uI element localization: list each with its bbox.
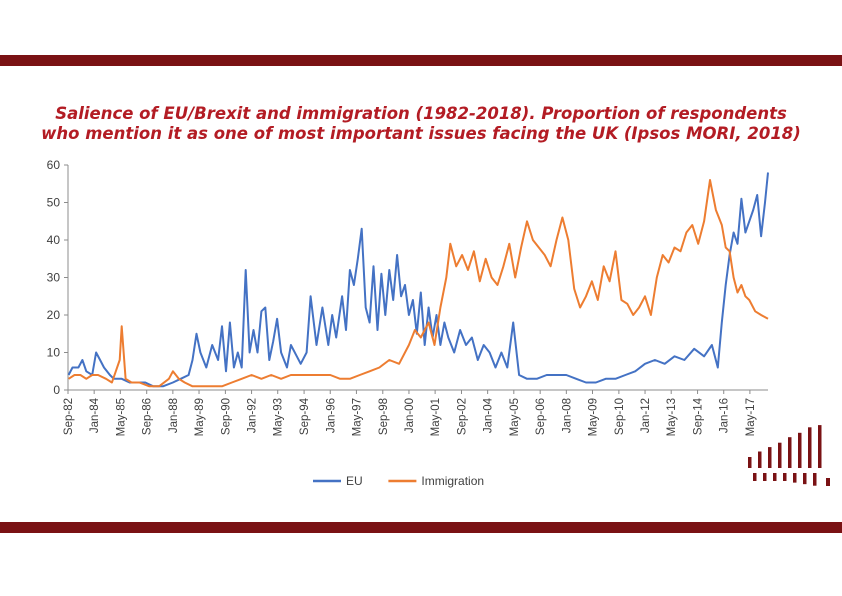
x-tick-label: May-13 xyxy=(666,398,678,436)
logo-bar xyxy=(773,473,777,481)
logo-bar xyxy=(783,473,787,481)
logo-bar xyxy=(793,473,797,483)
bottom-band xyxy=(0,522,842,533)
x-tick-label: Sep-14 xyxy=(693,397,705,435)
x-tick-label: Jan-96 xyxy=(325,398,337,433)
bar-logo-icon xyxy=(748,425,830,486)
line-chart: 0 10 20 30 40 50 60 Sep-82 Jan-84 May-85 Sep-86 Ja… xyxy=(47,158,769,488)
logo-bar xyxy=(778,442,782,468)
logo-bar xyxy=(758,451,762,468)
y-axis: 0 10 20 30 40 50 60 xyxy=(47,158,69,397)
x-tick-label: Sep-98 xyxy=(378,398,390,435)
x-tick-label: May-85 xyxy=(115,398,127,436)
logo-bar xyxy=(788,437,792,468)
x-tick-label: May-09 xyxy=(588,398,600,436)
y-tick-label: 50 xyxy=(47,196,61,210)
legend: EU Immigration xyxy=(313,474,484,488)
x-tick-label: May-05 xyxy=(509,398,521,436)
x-tick-label: Sep-94 xyxy=(299,397,311,435)
series-line-immigration xyxy=(68,179,769,388)
x-tick-label: Sep-10 xyxy=(614,398,626,435)
series-line-eu xyxy=(67,172,769,388)
x-tick-label: Sep-90 xyxy=(220,398,232,435)
x-tick-label: May-97 xyxy=(351,398,363,436)
chart-title-line-1: Salience of EU/Brexit and immigration (1… xyxy=(55,104,787,123)
logo-bar xyxy=(748,457,752,468)
logo-bar xyxy=(753,473,757,481)
x-tick-label: Jan-00 xyxy=(404,398,416,433)
logo-bar xyxy=(768,447,772,468)
x-axis: Sep-82 Jan-84 May-85 Sep-86 Jan-88 May-89 Sep-… xyxy=(63,389,768,436)
logo-bar xyxy=(818,425,822,468)
x-tick-label: May-17 xyxy=(745,398,757,436)
x-tick-label: Jan-88 xyxy=(168,398,180,433)
x-tick-label: May-89 xyxy=(194,398,206,436)
x-tick-label: Sep-82 xyxy=(63,398,75,435)
chart-title-line-2: who mention it as one of most important … xyxy=(41,124,801,143)
y-tick-label: 40 xyxy=(47,233,61,247)
x-tick-label: Sep-06 xyxy=(535,398,547,435)
x-tick-label: Sep-02 xyxy=(456,398,468,435)
x-tick-label: Jan-04 xyxy=(483,397,495,433)
x-tick-label: Jan-12 xyxy=(640,398,652,433)
logo-bar xyxy=(813,473,817,486)
x-tick-label: May-01 xyxy=(430,398,442,436)
x-tick-label: Jan-16 xyxy=(719,398,731,433)
logo-bar xyxy=(803,473,807,485)
y-tick-label: 0 xyxy=(53,383,60,397)
y-tick-label: 20 xyxy=(47,308,61,322)
x-tick-label: Sep-86 xyxy=(142,398,154,435)
top-band xyxy=(0,55,842,66)
logo-bar xyxy=(826,478,830,486)
series-lines xyxy=(67,172,769,388)
logo-bar xyxy=(763,473,767,481)
y-tick-label: 60 xyxy=(47,158,61,172)
logo-bar xyxy=(808,427,812,468)
logo-bar xyxy=(798,432,802,468)
x-tick-label: Jan-84 xyxy=(89,397,101,433)
y-tick-label: 30 xyxy=(47,271,61,285)
legend-label-eu: EU xyxy=(346,474,363,488)
x-tick-label: May-93 xyxy=(273,398,285,436)
legend-label-immigration: Immigration xyxy=(421,474,484,488)
x-tick-label: Jan-92 xyxy=(247,398,259,433)
y-tick-label: 10 xyxy=(47,346,61,360)
chart-title: Salience of EU/Brexit and immigration (1… xyxy=(0,104,842,144)
x-tick-label: Jan-08 xyxy=(561,398,573,433)
